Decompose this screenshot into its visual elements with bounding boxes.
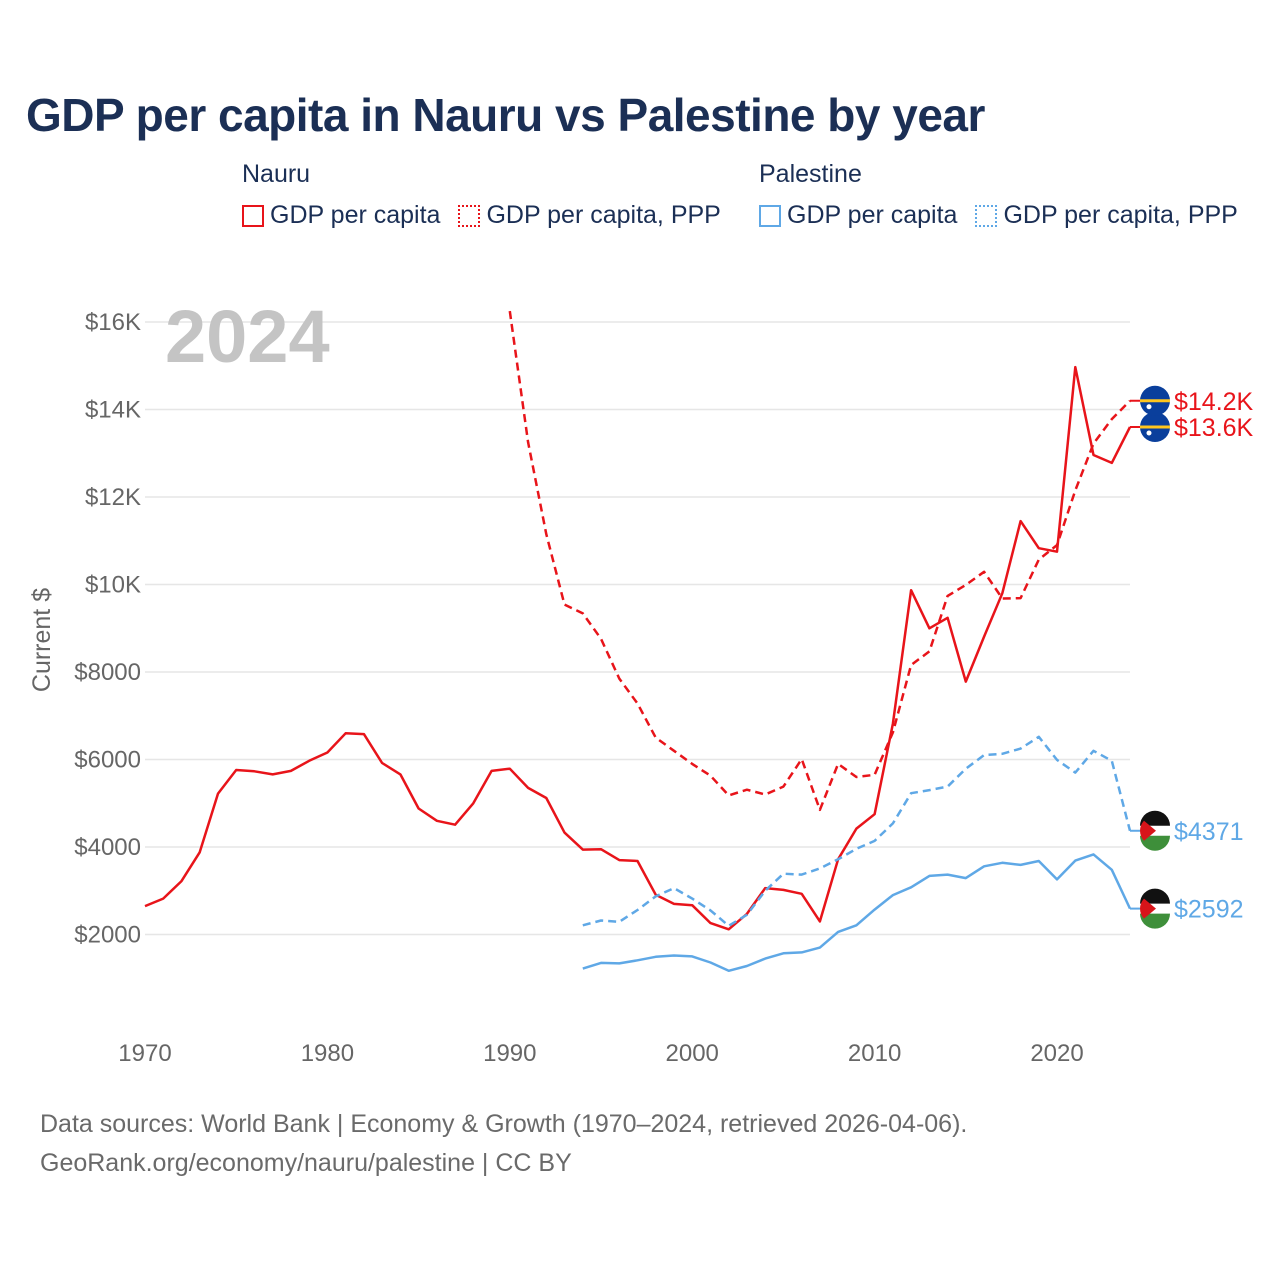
year-watermark: 2024 [165, 295, 330, 378]
legend-label: GDP per capita, PPP [486, 201, 721, 229]
x-tick-label: 2000 [666, 1040, 719, 1067]
legend-swatch-solid-icon [242, 204, 264, 227]
y-tick-label: $2000 [74, 922, 141, 949]
legend-label: GDP per capita, PPP [1003, 201, 1238, 229]
x-tick-label: 1980 [301, 1040, 354, 1067]
end-value-label: $13.6K [1174, 414, 1254, 442]
nauru-flag-stripe [1140, 425, 1170, 429]
legend-country-nauru: Nauru [242, 160, 311, 188]
x-tick-label: 2020 [1030, 1040, 1083, 1067]
legend-group-palestine: Palestine GDP per capita GDP per capita,… [759, 160, 1238, 230]
legend-swatch-dotted-icon [975, 204, 998, 227]
legend-item-palestine-gdp[interactable]: GDP per capita [759, 201, 957, 230]
legend-item-nauru-gdp-ppp[interactable]: GDP per capita, PPP [458, 201, 721, 230]
y-tick-label: $10K [85, 572, 141, 599]
end-value-label: $4371 [1174, 818, 1244, 846]
nauru-flag-star [1146, 430, 1152, 436]
x-tick-label: 2010 [848, 1040, 901, 1067]
x-tick-label: 1970 [118, 1040, 171, 1067]
legend-label: GDP per capita [787, 201, 958, 229]
end-value-label: $2592 [1174, 896, 1244, 924]
palestine-flag-red-triangle [1140, 898, 1156, 919]
y-tick-label: $16K [85, 309, 141, 336]
palestine-flag-green-band [1140, 835, 1170, 851]
legend-group-nauru: Nauru GDP per capita GDP per capita, PPP [242, 160, 721, 230]
legend-item-palestine-gdp-ppp[interactable]: GDP per capita, PPP [975, 201, 1238, 230]
footer-sources: Data sources: World Bank | Economy & Gro… [40, 1110, 968, 1138]
x-tick-label: 1990 [483, 1040, 536, 1067]
palestine-flag-black-band [1140, 888, 1170, 904]
end-value-label: $14.2K [1174, 388, 1254, 416]
y-axis-label: Current $ [28, 588, 56, 692]
y-tick-label: $8000 [74, 659, 141, 686]
nauru-flag-star [1146, 404, 1152, 410]
legend-label: GDP per capita [270, 201, 441, 229]
series-line-nauru-gdp-per-capita [144, 365, 1132, 931]
y-tick-label: $4000 [74, 834, 141, 861]
y-tick-label: $14K [85, 397, 141, 424]
palestine-flag-green-band [1140, 913, 1170, 929]
series-line-palestine-gdp-per-capita-ppp [582, 735, 1132, 928]
nauru-flag-stripe [1140, 399, 1170, 403]
chart-title: GDP per capita in Nauru vs Palestine by … [26, 89, 985, 141]
legend-swatch-solid-icon [759, 204, 781, 227]
series-line-nauru-gdp-per-capita-ppp [508, 310, 1131, 812]
palestine-flag-red-triangle [1140, 820, 1156, 841]
y-tick-label: $12K [85, 484, 141, 511]
series-line-palestine-gdp-per-capita [582, 853, 1132, 973]
footer-attribution: GeoRank.org/economy/nauru/palestine | CC… [40, 1149, 572, 1177]
y-tick-label: $6000 [74, 747, 141, 774]
legend-item-nauru-gdp[interactable]: GDP per capita [242, 201, 440, 230]
legend-swatch-dotted-icon [458, 204, 481, 227]
legend-country-palestine: Palestine [759, 160, 862, 188]
palestine-flag-black-band [1140, 810, 1170, 826]
footer: Data sources: World Bank | Economy & Gro… [40, 1105, 967, 1183]
